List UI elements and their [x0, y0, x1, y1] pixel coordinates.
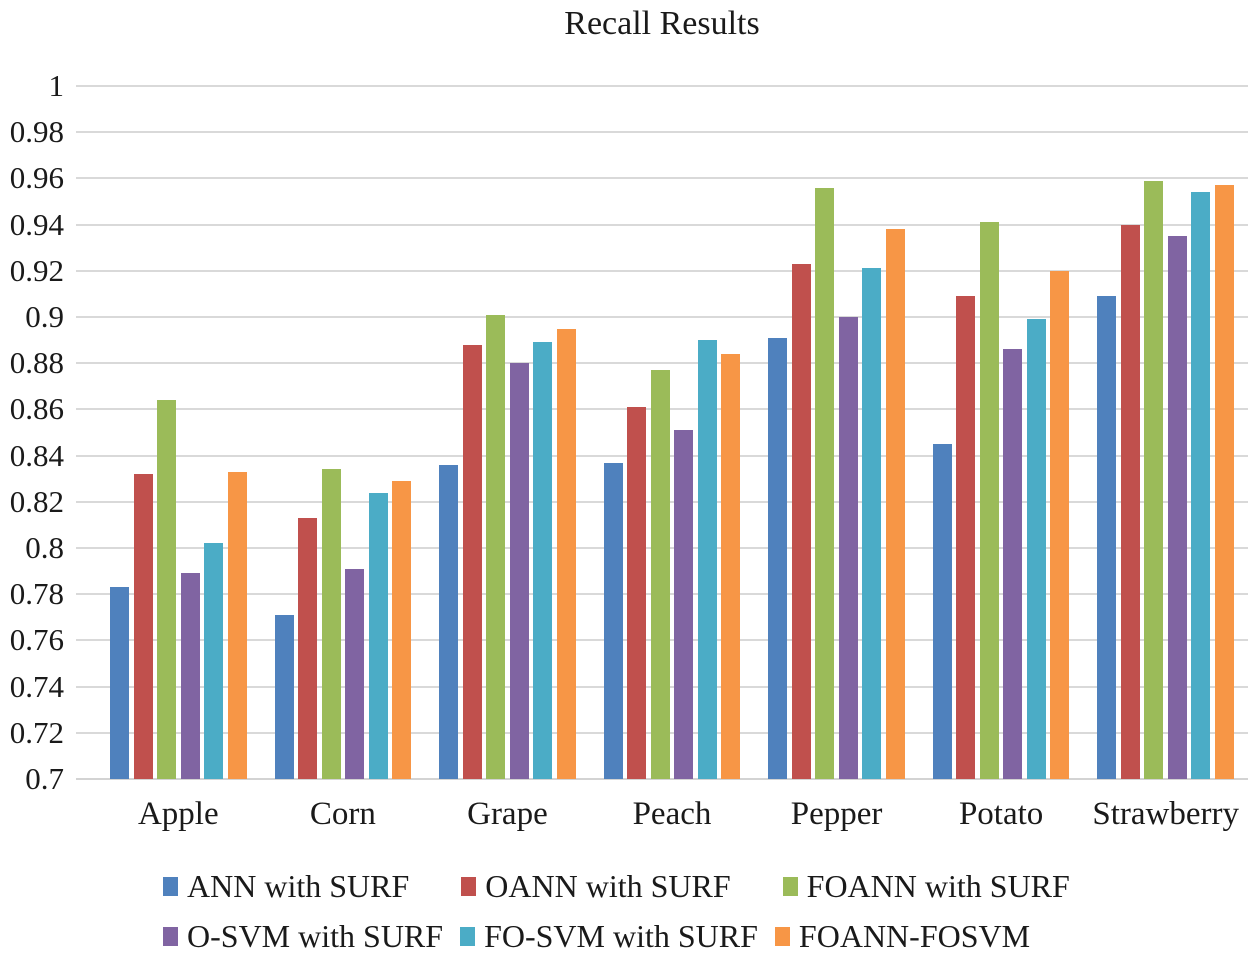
y-tick-label: 0.96 [9, 160, 64, 196]
bar-oann-with-surf-potato [956, 296, 976, 779]
bar-fo-svm-with-surf-apple [204, 543, 224, 779]
bar-o-svm-with-surf-apple [180, 573, 200, 779]
gridline [76, 131, 1248, 134]
y-tick-label: 0.86 [9, 391, 64, 427]
legend-row-2: O-SVM with SURF FO-SVM with SURF FOANN-FOS… [163, 918, 1030, 955]
gridline [76, 316, 1248, 318]
bar-oann-with-surf-pepper [791, 263, 811, 779]
legend-swatch-icon [782, 877, 798, 896]
bar-fo-svm-with-surf-strawberry [1191, 192, 1211, 779]
bar-ann-with-surf-potato [932, 444, 952, 779]
bar-ann-with-surf-grape [439, 464, 459, 779]
y-tick-label: 0.88 [9, 345, 64, 381]
legend-swatch-icon [163, 877, 178, 896]
legend-swatch-icon [461, 877, 477, 896]
gridline [76, 269, 1248, 272]
gridline [76, 223, 1248, 226]
bar-oann-with-surf-strawberry [1120, 224, 1140, 779]
bar-ann-with-surf-peach [603, 462, 623, 779]
y-tick-label: 0.7 [25, 761, 64, 796]
legend-item: ANN with SURF [163, 868, 409, 905]
bar-ann-with-surf-pepper [768, 337, 788, 779]
bar-fo-svm-with-surf-potato [1026, 319, 1046, 779]
bar-foann-with-surf-potato [979, 222, 999, 779]
bar-oann-with-surf-corn [298, 517, 318, 779]
bar-foann-with-surf-strawberry [1144, 180, 1164, 779]
y-tick-label: 0.98 [9, 114, 64, 150]
bar-o-svm-with-surf-strawberry [1167, 236, 1187, 779]
bar-foann-fosvm-peach [721, 353, 741, 779]
x-category-label: Apple [137, 796, 219, 832]
legend-label: FOANN-FOSVM [798, 918, 1031, 954]
bar-foann-with-surf-peach [650, 370, 670, 779]
y-tick-label: 0.94 [9, 206, 64, 242]
bar-o-svm-with-surf-pepper [838, 317, 858, 779]
bar-o-svm-with-surf-corn [345, 568, 365, 779]
bar-foann-fosvm-grape [556, 328, 576, 779]
bar-foann-fosvm-corn [392, 481, 412, 779]
legend-item: FO-SVM with SURF [460, 918, 758, 955]
legend-label: O-SVM with SURF [187, 918, 444, 954]
bar-foann-fosvm-pepper [885, 229, 905, 779]
x-category-label: Corn [309, 796, 376, 832]
bar-ann-with-surf-corn [274, 614, 294, 779]
x-category-label: Grape [467, 796, 548, 832]
bar-o-svm-with-surf-peach [674, 430, 694, 779]
x-category-label: Pepper [790, 796, 883, 832]
gridline [76, 85, 1248, 87]
bar-o-svm-with-surf-potato [1003, 349, 1023, 779]
legend-swatch-icon [163, 927, 178, 946]
legend-label: FO-SVM with SURF [484, 918, 758, 954]
bar-ann-with-surf-strawberry [1097, 296, 1117, 779]
x-category-label: Potato [958, 796, 1044, 832]
gridline [76, 362, 1248, 365]
y-tick-label: 0.72 [9, 714, 64, 750]
bar-foann-fosvm-apple [227, 471, 247, 779]
legend-row-1: ANN with SURF OANN with SURF FOANN with SU… [163, 868, 1070, 905]
bar-foann-with-surf-grape [486, 314, 506, 779]
x-category-label: Strawberry [1092, 796, 1240, 832]
bar-fo-svm-with-surf-grape [533, 342, 553, 779]
bar-oann-with-surf-grape [462, 344, 482, 779]
legend-label: OANN with SURF [485, 868, 731, 904]
bar-foann-with-surf-corn [321, 469, 341, 779]
legend-item: FOANN with SURF [782, 868, 1070, 905]
y-tick-label: 0.78 [9, 576, 64, 612]
bar-foann-with-surf-pepper [815, 187, 835, 779]
bar-fo-svm-with-surf-pepper [862, 268, 882, 779]
legend-swatch-icon [774, 927, 790, 946]
bar-foann-fosvm-strawberry [1214, 185, 1234, 779]
gridline [76, 778, 1248, 780]
bar-ann-with-surf-apple [110, 587, 130, 779]
legend-item: OANN with SURF [461, 868, 731, 905]
y-tick-label: 0.92 [9, 252, 64, 288]
bar-foann-fosvm-potato [1050, 270, 1070, 779]
legend-swatch-icon [460, 927, 476, 946]
y-tick-label: 0.9 [25, 299, 64, 334]
y-tick-label: 0.84 [9, 437, 64, 473]
x-category-label: Peach [632, 796, 712, 832]
gridline [76, 177, 1248, 180]
bar-o-svm-with-surf-grape [509, 363, 529, 779]
bar-oann-with-surf-peach [627, 407, 647, 779]
y-tick-label: 1 [48, 68, 65, 103]
bar-foann-with-surf-apple [157, 400, 177, 779]
legend-label: ANN with SURF [187, 868, 410, 904]
bar-fo-svm-with-surf-peach [697, 340, 717, 779]
legend-label: FOANN with SURF [806, 868, 1070, 904]
y-tick-label: 0.76 [9, 622, 64, 658]
y-tick-label: 0.74 [9, 668, 64, 704]
y-tick-label: 0.8 [25, 530, 64, 565]
chart-title: Recall Results [564, 5, 760, 42]
legend-item: O-SVM with SURF [163, 918, 443, 955]
bar-fo-svm-with-surf-corn [368, 492, 388, 779]
y-tick-label: 0.82 [9, 483, 64, 519]
legend-item: FOANN-FOSVM [774, 918, 1031, 955]
bar-oann-with-surf-apple [133, 474, 153, 779]
